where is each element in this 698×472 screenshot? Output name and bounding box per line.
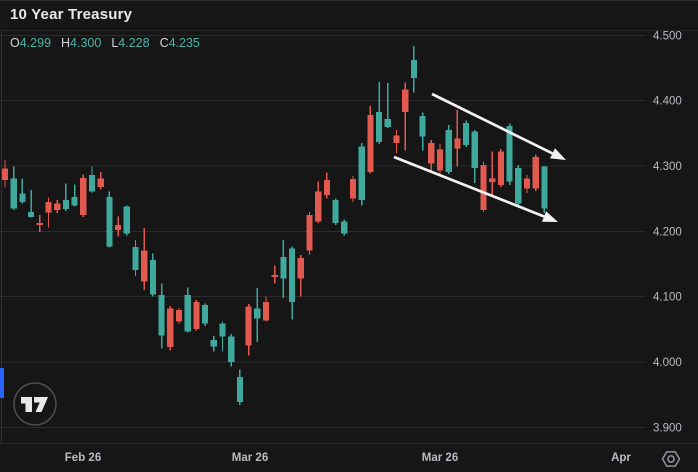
ohlc-l: L4.228 — [111, 36, 150, 50]
gridlines — [0, 34, 646, 428]
price-tick-label: 4.200 — [653, 226, 682, 238]
candle — [123, 205, 130, 236]
candle — [175, 307, 183, 325]
candle — [376, 81, 383, 144]
candle — [245, 303, 252, 356]
candle — [541, 166, 548, 214]
header-separator — [2, 30, 698, 31]
ohlc-o: O4.299 — [10, 36, 52, 50]
price-tick-label: 4.400 — [653, 96, 682, 108]
candle — [28, 190, 35, 218]
candle — [45, 197, 52, 228]
candle — [523, 175, 531, 193]
candle — [402, 82, 409, 151]
candle — [167, 305, 174, 351]
candle — [219, 321, 226, 352]
candle — [80, 174, 87, 218]
candle — [289, 246, 296, 320]
candle — [393, 130, 400, 153]
candle — [471, 130, 478, 183]
candle — [323, 172, 330, 199]
trend-arrows — [393, 92, 566, 222]
candle — [332, 198, 339, 225]
candle — [36, 215, 43, 233]
candle — [297, 254, 304, 297]
candle — [202, 303, 209, 327]
candle — [315, 181, 322, 223]
candle — [132, 239, 139, 276]
candle — [419, 112, 426, 151]
candle — [158, 283, 165, 349]
price-tick-label: 4.100 — [653, 292, 682, 304]
candle — [106, 191, 113, 248]
price-tick-label: 4.500 — [653, 30, 682, 42]
candle — [489, 151, 496, 195]
candle — [271, 265, 278, 284]
symbol-title[interactable]: 10 Year Treasury — [10, 6, 133, 23]
candle — [10, 166, 17, 210]
candle — [280, 239, 287, 298]
candle — [428, 139, 435, 172]
candle — [306, 211, 313, 255]
candle — [1, 160, 9, 188]
candle — [358, 143, 365, 206]
left-border — [1, 30, 2, 444]
ohlc-h: H4.300 — [61, 36, 102, 50]
candle — [254, 288, 261, 342]
candle — [71, 184, 78, 207]
candle — [97, 171, 104, 190]
time-tick-label: Apr — [611, 452, 631, 464]
price-tick-label: 4.300 — [653, 161, 682, 173]
candle — [506, 123, 513, 185]
ohlc-c: C4.235 — [159, 36, 200, 50]
time-axis-separator — [0, 443, 698, 444]
candle — [497, 149, 504, 187]
candle — [19, 178, 26, 204]
candle — [210, 335, 217, 352]
price-scale[interactable]: 4.500 4.400 4.300 4.200 4.100 4.000 3.900 — [653, 30, 682, 434]
candle — [262, 296, 270, 322]
candle — [480, 161, 487, 212]
candle — [184, 287, 191, 333]
time-tick-label: Mar 26 — [422, 452, 458, 464]
trend-arrow — [431, 92, 566, 160]
candle — [236, 369, 243, 406]
time-scale[interactable]: Feb 26 Mar 26 Mar 26 Apr — [65, 452, 632, 464]
trend-arrow — [393, 155, 558, 222]
candle — [532, 154, 539, 191]
candle — [141, 228, 148, 291]
top-border — [0, 0, 698, 1]
candle — [149, 253, 156, 297]
candle — [384, 83, 391, 129]
candle — [436, 143, 444, 177]
ohlc-readout: O4.299 H4.300 L4.228 C4.235 — [10, 36, 200, 50]
candle — [228, 334, 235, 367]
candle — [515, 164, 522, 206]
price-tick-label: 3.900 — [653, 422, 682, 434]
candle — [463, 120, 470, 148]
accent-bar — [0, 368, 4, 398]
candle — [349, 175, 357, 202]
candlestick-series — [1, 45, 548, 406]
candle — [62, 183, 69, 212]
candle — [115, 216, 122, 237]
candle — [445, 124, 452, 174]
time-tick-label: Feb 26 — [65, 452, 101, 464]
candle — [367, 106, 374, 174]
candle — [193, 300, 200, 331]
candle — [341, 219, 348, 236]
candle — [54, 200, 61, 214]
time-tick-label: Mar 26 — [232, 452, 268, 464]
candle — [454, 109, 461, 167]
candle — [410, 45, 417, 93]
symbol-header: 10 Year Treasury — [10, 6, 132, 23]
price-tick-label: 4.000 — [653, 357, 682, 369]
candle — [88, 166, 96, 193]
